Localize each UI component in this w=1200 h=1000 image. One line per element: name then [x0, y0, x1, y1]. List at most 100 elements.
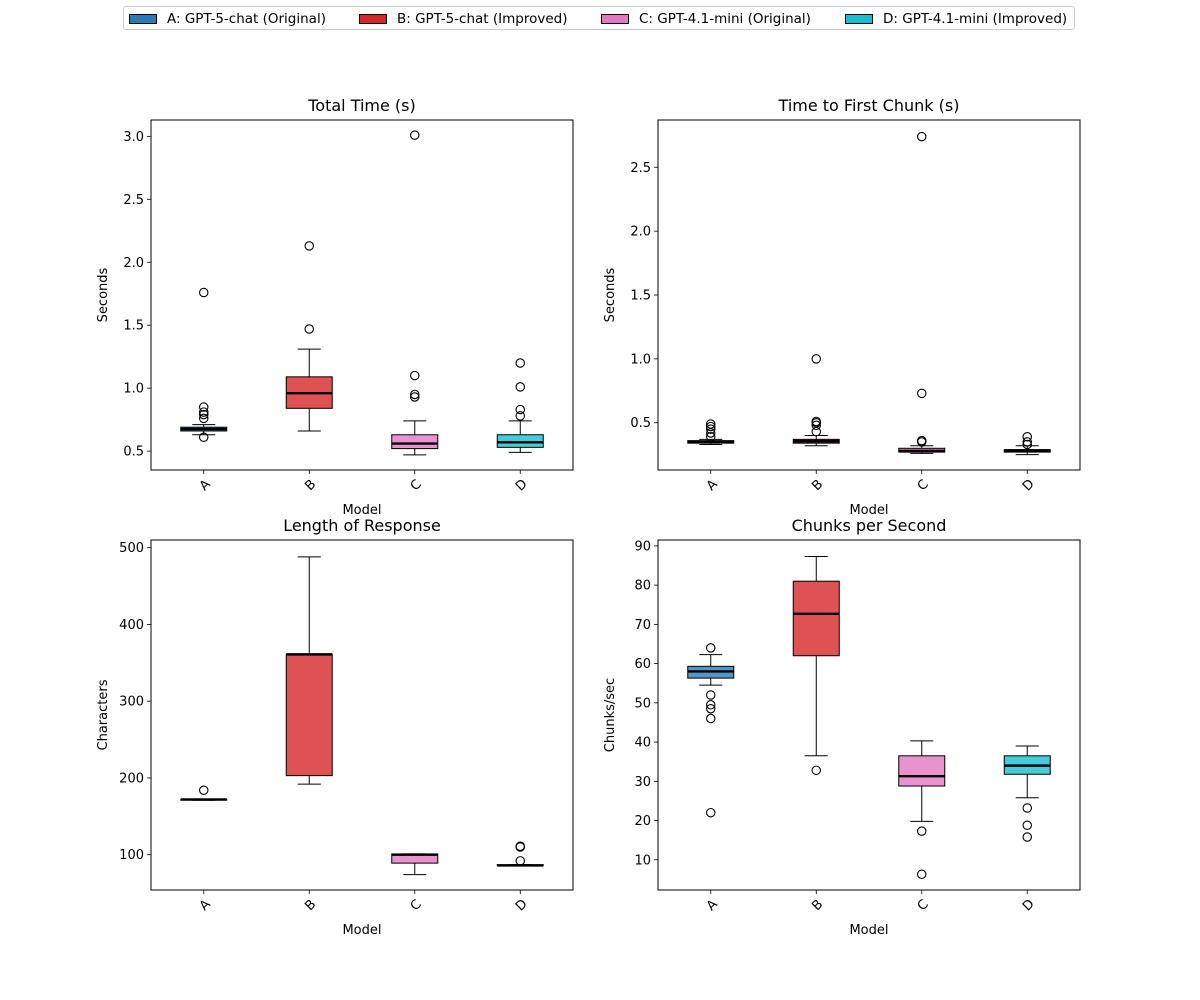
- x-tick-label: A: [704, 897, 721, 914]
- plot-frame: [150, 119, 574, 471]
- outlier-point: [199, 287, 209, 298]
- outlier-point: [409, 389, 420, 400]
- y-tick-label: 20: [634, 814, 651, 829]
- box-body: [391, 434, 439, 450]
- outlier-point: [811, 354, 821, 364]
- box-body: [898, 755, 946, 787]
- outlier-point: [1022, 820, 1032, 831]
- y-tick-label: 2.0: [630, 225, 651, 240]
- y-tick-label: 1.5: [630, 289, 651, 304]
- outlier-point: [199, 407, 209, 417]
- outlier-point: [705, 703, 716, 714]
- outlier-point: [811, 420, 821, 431]
- x-tick-label: D: [513, 477, 531, 495]
- box-C: [898, 740, 946, 880]
- x-tick-label: C: [915, 897, 932, 914]
- legend-item-b: B: GPT-5-chat (Improved): [359, 11, 568, 27]
- outlier-point: [1022, 803, 1032, 813]
- outlier-point: [811, 765, 821, 776]
- legend-swatch-a: [129, 14, 157, 24]
- legend: A: GPT-5-chat (Original) B: GPT-5-chat (…: [123, 6, 1075, 30]
- x-tick-label: C: [408, 897, 425, 914]
- box-C: [391, 853, 439, 876]
- box-A: [687, 643, 735, 818]
- chart-title: Length of Response: [283, 516, 441, 535]
- y-tick-label: 10: [634, 853, 651, 868]
- y-tick-label: 90: [634, 539, 651, 554]
- y-tick-label: 3.0: [123, 130, 144, 145]
- y-axis-label: Chunks/sec: [603, 678, 618, 752]
- outlier-point: [705, 428, 716, 438]
- x-tick-label: B: [302, 477, 319, 494]
- x-axis-label: Model: [342, 503, 381, 518]
- y-tick-label: 2.0: [123, 256, 144, 271]
- box-D: [496, 841, 544, 867]
- outlier-point: [916, 826, 927, 836]
- outlier-point: [1022, 437, 1032, 447]
- y-tick-label: 30: [634, 775, 651, 790]
- outlier-point: [515, 404, 525, 415]
- outlier-point: [705, 700, 716, 710]
- outlier-point: [705, 807, 716, 818]
- plot-frame: [657, 539, 1081, 891]
- outlier-point: [304, 324, 314, 334]
- y-axis-label: Seconds: [96, 267, 111, 322]
- chart-title: Total Time (s): [307, 96, 416, 115]
- y-tick-label: 0.5: [630, 416, 651, 431]
- y-tick-label: 2.5: [630, 161, 651, 176]
- y-tick-label: 100: [119, 848, 144, 863]
- y-tick-label: 1.0: [123, 382, 144, 397]
- box-D: [496, 358, 544, 453]
- box-A: [687, 419, 735, 445]
- chart-panel-1: Total Time (s) 0.5 1.0 1.5 2.0 2.5 3.0 Seconds A…: [96, 96, 574, 518]
- chart-panel-4: Chunks per Second 10 20 30 40 50 60 70 80 90 Chunk…: [603, 516, 1081, 938]
- legend-label-b: B: GPT-5-chat (Improved): [397, 11, 568, 27]
- outlier-point: [916, 869, 927, 880]
- y-tick-label: 40: [634, 736, 651, 751]
- x-tick-label: D: [1020, 897, 1038, 915]
- outlier-point: [916, 437, 927, 447]
- x-axis-label: Model: [849, 923, 888, 938]
- x-tick-label: D: [513, 897, 531, 915]
- outlier-point: [916, 131, 927, 142]
- y-tick-label: 60: [634, 657, 651, 672]
- y-tick-label: 500: [119, 541, 144, 556]
- box-B: [285, 241, 333, 432]
- outlier-point: [705, 690, 716, 700]
- legend-label-d: D: GPT-4.1-mini (Improved): [883, 11, 1068, 27]
- x-tick-label: B: [809, 897, 826, 914]
- outlier-point: [1022, 432, 1032, 442]
- outlier-point: [515, 856, 525, 866]
- outlier-point: [515, 842, 525, 852]
- legend-item-a: A: GPT-5-chat (Original): [129, 11, 326, 27]
- outlier-point: [199, 785, 209, 795]
- outlier-point: [705, 432, 716, 442]
- x-tick-label: A: [197, 477, 214, 494]
- y-tick-label: 1.0: [630, 352, 651, 367]
- outlier-point: [409, 392, 420, 402]
- box-body: [792, 580, 840, 657]
- chart-title: Time to First Chunk (s): [778, 96, 960, 115]
- y-tick-label: 50: [634, 696, 651, 711]
- outlier-point: [409, 130, 420, 140]
- plot-frame: [150, 539, 574, 891]
- outlier-point: [199, 413, 209, 424]
- x-axis-label: Model: [849, 503, 888, 518]
- y-tick-label: 70: [634, 618, 651, 633]
- x-tick-label: C: [915, 477, 932, 494]
- box-body: [285, 653, 333, 777]
- x-tick-label: D: [1020, 477, 1038, 495]
- outlier-point: [916, 388, 927, 399]
- chart-panel-3: Length of Response 100 200 300 400 500 Charact…: [96, 516, 574, 938]
- x-tick-label: A: [197, 897, 214, 914]
- outlier-point: [705, 643, 716, 653]
- y-axis-label: Seconds: [603, 267, 618, 322]
- y-axis-label: Characters: [96, 679, 111, 750]
- outlier-point: [304, 241, 314, 251]
- outlier-point: [515, 382, 525, 392]
- outlier-point: [199, 409, 209, 420]
- outlier-point: [199, 432, 209, 443]
- x-tick-label: B: [302, 897, 319, 914]
- legend-item-d: D: GPT-4.1-mini (Improved): [845, 11, 1067, 27]
